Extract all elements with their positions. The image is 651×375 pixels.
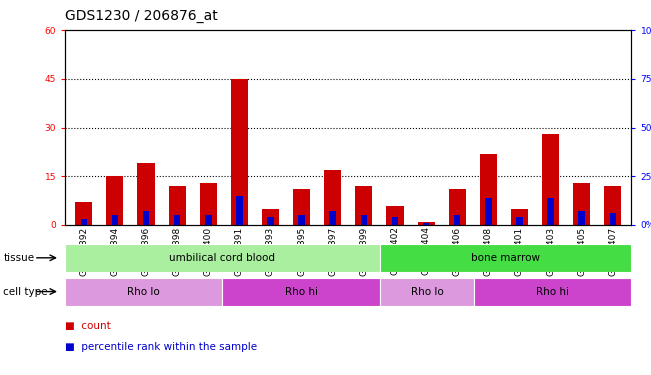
Text: ■  count: ■ count [65,321,111,331]
Bar [65,244,380,272]
Bar [81,219,87,225]
Bar [76,202,92,225]
Bar [106,176,124,225]
Bar [65,278,223,306]
Bar [298,215,305,225]
Bar [169,186,186,225]
Bar [547,198,554,225]
Bar [324,170,341,225]
Bar [542,134,559,225]
Bar [137,163,154,225]
Text: bone marrow: bone marrow [471,253,540,263]
Text: Rho lo: Rho lo [411,286,443,297]
Text: umbilical cord blood: umbilical cord blood [169,253,275,263]
Bar [111,215,118,225]
Bar [380,278,474,306]
Bar [293,189,310,225]
Bar [392,217,398,225]
Bar [485,198,492,225]
Text: ■  percentile rank within the sample: ■ percentile rank within the sample [65,342,257,352]
Bar [329,211,336,225]
Bar [231,79,248,225]
Text: Rho hi: Rho hi [536,286,570,297]
Bar [205,215,212,225]
Bar [355,186,372,225]
Text: tissue: tissue [3,253,35,263]
Bar [417,222,435,225]
Bar [380,244,631,272]
Bar [609,213,616,225]
Bar [423,223,430,225]
Bar [200,183,217,225]
Text: cell type: cell type [3,286,48,297]
Bar [387,206,404,225]
Bar [511,209,528,225]
Bar [516,217,523,225]
Bar [223,278,380,306]
Bar [262,209,279,225]
Text: Rho hi: Rho hi [284,286,318,297]
Bar [143,211,149,225]
Bar [480,153,497,225]
Bar [267,217,273,225]
Text: GDS1230 / 206876_at: GDS1230 / 206876_at [65,9,218,23]
Bar [449,189,465,225]
Bar [236,196,243,225]
Text: Rho lo: Rho lo [128,286,160,297]
Bar [573,183,590,225]
Bar [454,215,460,225]
Bar [579,211,585,225]
Bar [604,186,621,225]
Bar [361,215,367,225]
Bar [474,278,631,306]
Bar [174,215,180,225]
